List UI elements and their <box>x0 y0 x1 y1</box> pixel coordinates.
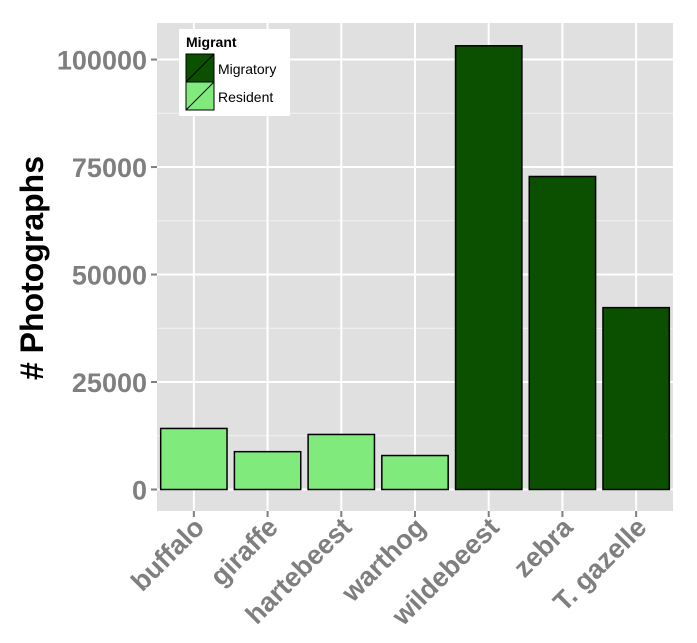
x-tick-label: buffalo <box>125 512 210 597</box>
bar-giraffe <box>233 450 302 491</box>
y-axis-ticks: 0 25000 50000 75000 100000 <box>57 46 157 506</box>
bar-buffalo <box>159 427 228 491</box>
x-tick-label: zebra <box>508 511 580 583</box>
bar-zebra <box>528 175 597 491</box>
y-tick-label: 75000 <box>72 153 147 183</box>
bars <box>159 45 671 491</box>
y-tick-label: 50000 <box>72 261 147 291</box>
legend-title: Migrant <box>186 34 237 50</box>
y-tick-label: 25000 <box>72 368 147 398</box>
bar-hartebeest <box>307 433 376 491</box>
y-tick-label: 100000 <box>57 46 147 76</box>
y-tick-label: 0 <box>132 476 147 506</box>
bar-warthog <box>381 454 449 491</box>
y-axis-label: # Photographs <box>14 156 50 380</box>
legend: Migrant Migratory Resident <box>179 29 290 116</box>
legend-key-slash-migratory <box>185 53 215 83</box>
bar-wildebeest <box>454 45 523 491</box>
legend-entry-resident: Resident <box>185 81 273 111</box>
x-axis-ticks: buffalogiraffehartebeestwarthogwildebees… <box>125 511 652 632</box>
bar-t-gazelle <box>602 306 671 491</box>
legend-key-slash-resident <box>185 81 215 111</box>
legend-label-resident: Resident <box>218 89 273 105</box>
legend-label-migratory: Migratory <box>218 61 276 77</box>
